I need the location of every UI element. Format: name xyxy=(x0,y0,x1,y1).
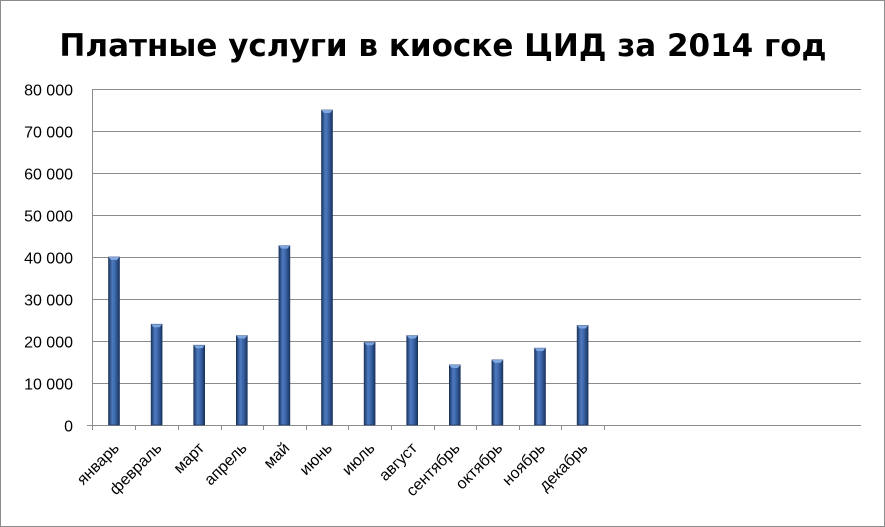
bar xyxy=(406,335,419,426)
bar-body xyxy=(491,359,504,426)
y-tick-label: 80 000 xyxy=(24,83,73,100)
bar-cap xyxy=(491,359,503,363)
y-axis-tick-labels: 0 10 000 20 000 30 000 40 000 50 000 60 000 70 … xyxy=(24,83,73,436)
bars xyxy=(108,109,589,426)
bar-cap xyxy=(534,348,546,352)
chart-title: Платные услуги в киоске ЦИД за 2014 год xyxy=(59,28,826,64)
x-category-label: июль xyxy=(339,440,378,479)
bar-body xyxy=(236,335,248,426)
y-tick-label: 40 000 xyxy=(24,251,73,268)
x-category-label: июнь xyxy=(297,440,336,479)
bar xyxy=(448,364,461,426)
y-tick-label: 60 000 xyxy=(24,167,73,184)
bar-body xyxy=(363,341,376,426)
y-tick-label: 20 000 xyxy=(24,335,73,352)
bar xyxy=(193,344,205,426)
bar-body xyxy=(406,335,419,426)
y-tick-label: 50 000 xyxy=(24,209,73,226)
bar-body xyxy=(278,245,291,426)
bar xyxy=(150,323,163,426)
bar-cap xyxy=(108,257,120,260)
gridlines xyxy=(92,89,861,384)
bar-cap xyxy=(449,364,461,368)
x-category-label: октябрь xyxy=(453,440,506,493)
bar-body xyxy=(534,347,546,426)
bar-cap xyxy=(151,324,163,328)
bar-body xyxy=(321,109,333,426)
bar-body xyxy=(576,325,589,426)
x-category-label: март xyxy=(171,439,209,477)
axes xyxy=(87,89,861,430)
bar-body xyxy=(448,364,461,426)
bar xyxy=(534,347,546,426)
bar xyxy=(576,325,589,426)
bar xyxy=(278,245,291,426)
bar-cap xyxy=(236,335,248,339)
bar-body xyxy=(193,344,205,426)
bar-cap xyxy=(364,342,376,346)
y-tick-label: 30 000 xyxy=(24,293,73,310)
x-category-label: апрель xyxy=(201,440,250,489)
x-category-label: май xyxy=(261,440,293,472)
y-tick-label: 10 000 xyxy=(24,377,73,394)
bar-cap xyxy=(193,345,205,349)
bar xyxy=(321,109,333,426)
bar-cap xyxy=(577,325,589,329)
y-tick-label: 70 000 xyxy=(24,125,73,142)
bar-body xyxy=(150,323,163,426)
bar xyxy=(363,341,376,426)
bar xyxy=(236,335,248,426)
bar xyxy=(108,256,120,426)
bar-body xyxy=(108,256,120,426)
bar xyxy=(491,359,504,426)
bar-cap xyxy=(406,335,418,339)
y-tick-label: 0 xyxy=(64,419,73,436)
bar-cap xyxy=(321,110,333,113)
bar-cap xyxy=(278,245,290,249)
